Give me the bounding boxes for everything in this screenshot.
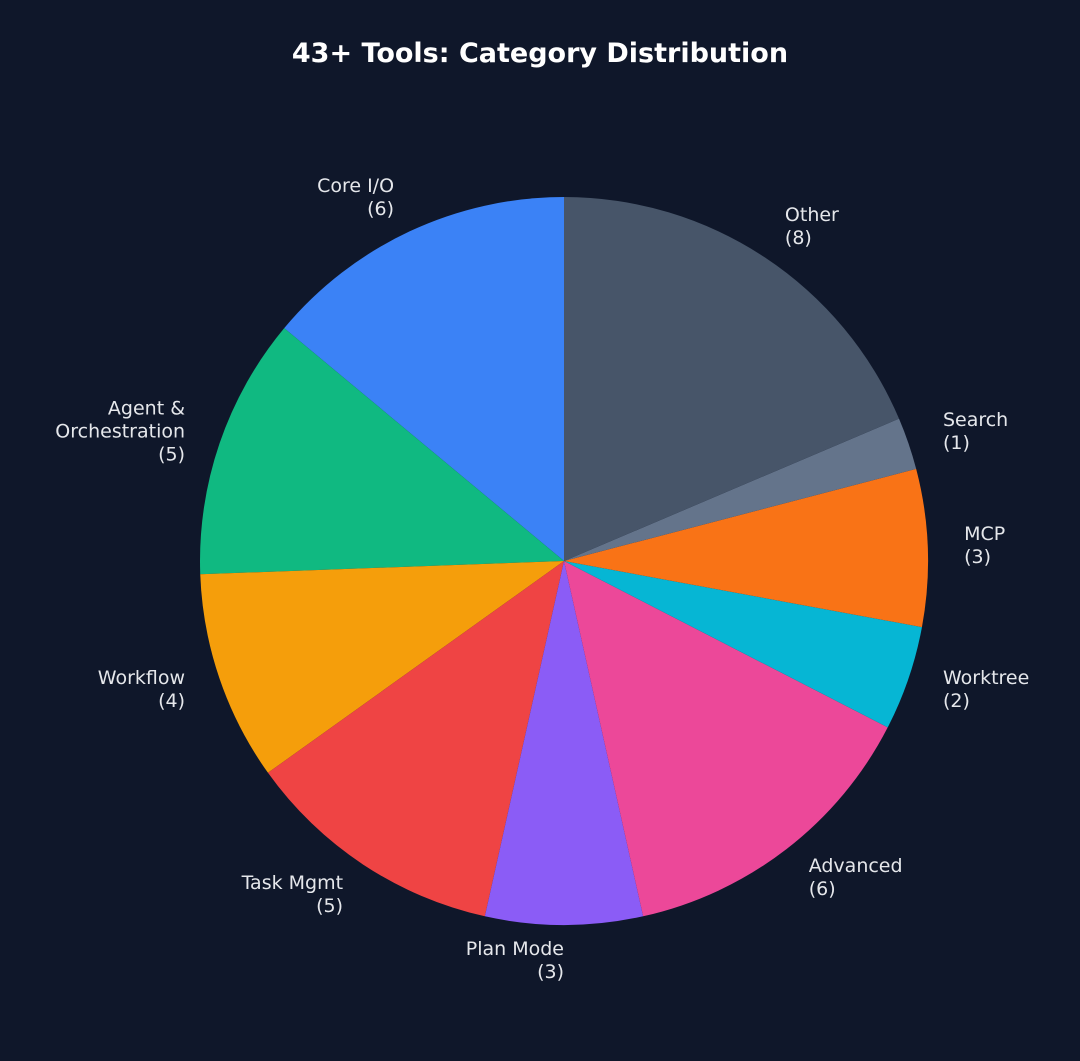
category-label: Advanced [808,854,903,877]
value-label: (4) [158,690,186,713]
pie-slice [564,561,888,917]
slice-label: Advanced (6) [809,855,903,901]
pie-slice [564,468,929,628]
slice-label: Agent & Orchestration (5) [55,397,185,466]
value-label: (6) [808,877,836,900]
pie-slice [200,561,564,773]
category-label: Task Mgmt [241,871,344,894]
pie-slice [564,561,922,728]
slice-label: Workflow (4) [98,667,185,713]
category-label: Plan Mode [465,938,564,961]
slice-label: Search (1) [943,409,1008,455]
category-label: Other [784,204,839,227]
category-label: Agent & Orchestration [55,397,186,443]
category-label: Search [942,408,1009,431]
value-label: (5) [158,443,186,466]
chart-title: 43+ Tools: Category Distribution [291,38,789,69]
value-label: (1) [942,431,970,454]
slice-label: Plan Mode (3) [466,938,564,984]
slice-label: Worktree (2) [943,667,1029,713]
pie-slice [484,561,644,925]
slice-label: Task Mgmt (5) [242,872,343,918]
category-label: Worktree [942,667,1030,690]
value-label: (8) [784,227,812,250]
category-label: MCP [964,523,1006,546]
value-label: (3) [964,546,992,569]
slice-label: Core I/O (6) [317,175,394,221]
pie-slice [284,197,564,561]
pie-slice [564,197,900,561]
category-label: Core I/O [317,175,395,198]
value-label: (2) [942,690,970,713]
category-label: Workflow [97,667,186,690]
value-label: (6) [367,198,395,221]
slice-label: MCP (3) [964,523,1005,569]
pie-slice [267,561,564,917]
slice-label: Other (8) [785,204,839,250]
pie-slice [564,418,917,561]
value-label: (5) [316,894,344,917]
pie-slice [199,328,564,575]
value-label: (3) [537,961,564,984]
